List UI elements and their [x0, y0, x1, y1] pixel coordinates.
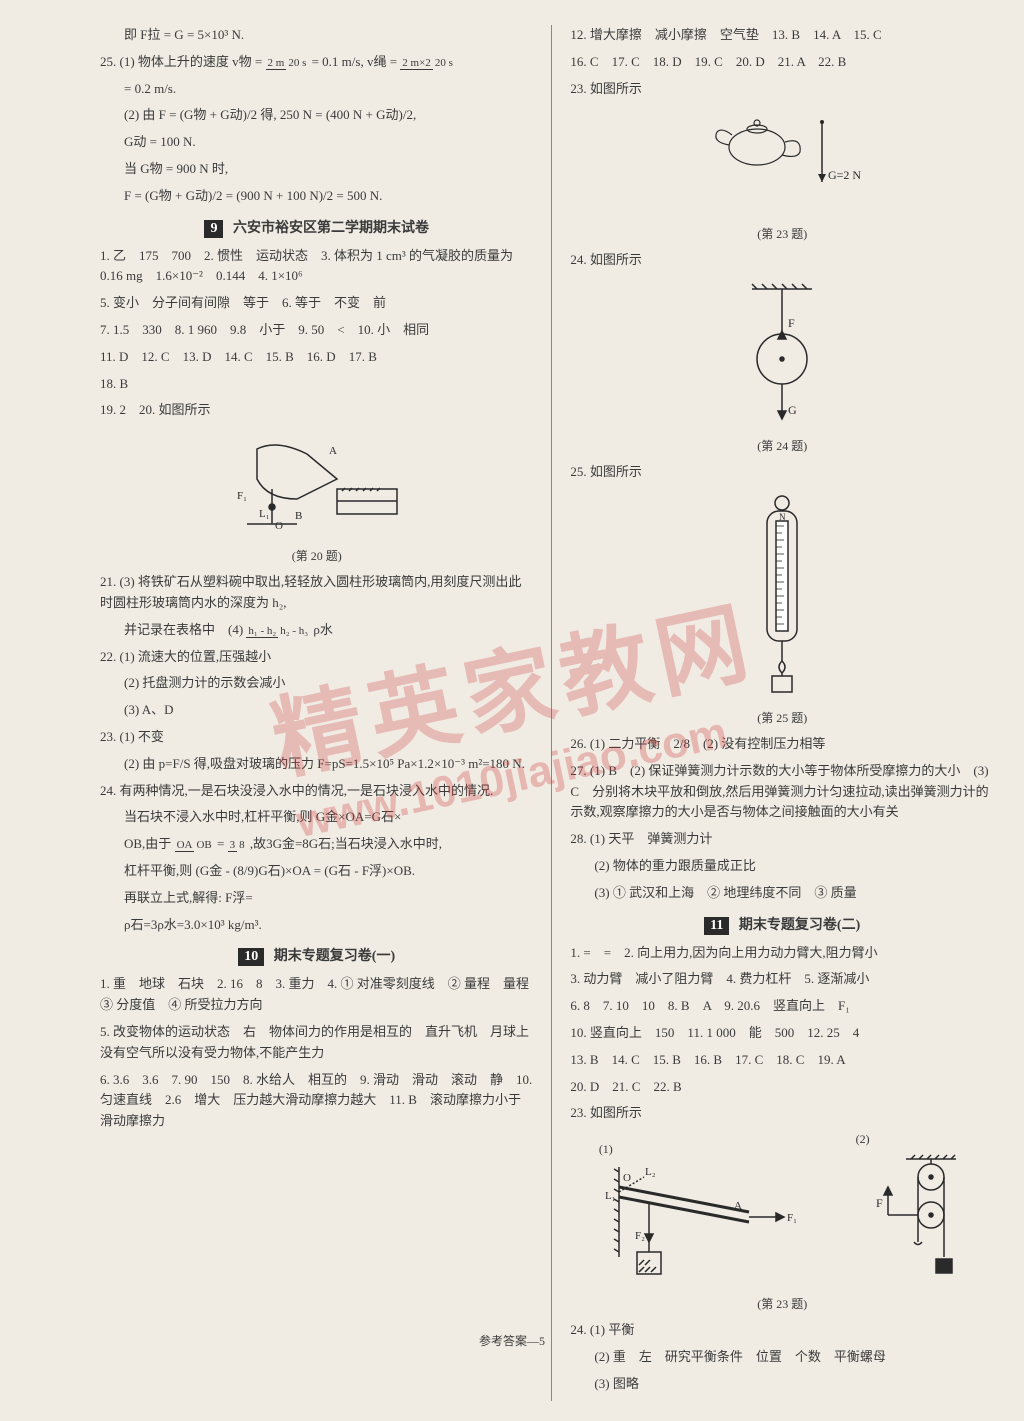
left-column: 即 F拉 = G = 5×10³ N. 25. (1) 物体上升的速度 v物 =… [100, 25, 533, 1401]
section-9-header: 9 六安市裕安区第二学期期末试卷 [100, 217, 533, 238]
fraction: 2 m20 s [266, 57, 309, 69]
text-line: 1. 重 地球 石块 2. 16 8 3. 重力 4. ① 对准零刻度线 ② 量… [100, 974, 533, 1016]
svg-text:F₁: F₁ [787, 1212, 797, 1224]
svg-text:B: B [295, 510, 302, 522]
page-footer: 参考答案—5 [0, 1332, 1024, 1349]
text-line: 23. 如图所示 [570, 79, 994, 100]
text-line: (2) 由 F = (G物 + G动)/2 得, 250 N = (400 N … [100, 105, 533, 126]
section-badge: 11 [704, 917, 729, 935]
figure-25-spring-scale: N [570, 491, 994, 705]
text-line: 并记录在表格中 (4) h₁ - h₂h₂ - h₃ ρ水 [100, 620, 533, 641]
svg-text:N: N [779, 512, 786, 522]
text-line: 3. 动力臂 减小了阻力臂 4. 费力杠杆 5. 逐渐减小 [570, 969, 994, 990]
svg-text:A: A [329, 445, 337, 457]
section-11-header: 11 期末专题复习卷(二) [570, 914, 994, 935]
text-line: (3) 图略 [570, 1374, 994, 1395]
svg-text:O: O [275, 520, 283, 532]
svg-text:L₂: L₂ [645, 1166, 656, 1178]
text-line: OB,由于 OAOB = 38 ,故3G金=8G石;当石块浸入水中时, [100, 834, 533, 855]
text-line: 杠杆平衡,则 (G金 - (8/9)G石)×OA = (G石 - F浮)×OB. [100, 861, 533, 882]
svg-text:F: F [876, 1196, 883, 1210]
q25-part1b: = 0.1 m/s, v绳 = [312, 54, 397, 69]
section-10-header: 10 期末专题复习卷(一) [100, 945, 533, 966]
text-line: 24. 如图所示 [570, 250, 994, 271]
text-line: (3) ① 武汉和上海 ② 地理纬度不同 ③ 质量 [570, 883, 994, 904]
section-title: 期末专题复习卷(一) [274, 949, 395, 964]
section-title: 六安市裕安区第二学期期末试卷 [233, 221, 429, 236]
text-line: (3) A、D [100, 700, 533, 721]
svg-text:G=2 N: G=2 N [828, 168, 861, 182]
fraction: h₁ - h₂h₂ - h₃ [246, 625, 310, 637]
text-line: (2) 物体的重力跟质量成正比 [570, 856, 994, 877]
figure-23b-1: (1) [599, 1142, 799, 1291]
text-line: 23. 如图所示 [570, 1103, 994, 1124]
text-line: 当石块不浸入水中时,杠杆平衡,则 G金×OA=G石× [100, 807, 533, 828]
text-line: F = (G物 + G动)/2 = (900 N + 100 N)/2 = 50… [100, 186, 533, 207]
text-line: 24. 有两种情况,一是石块没浸入水中的情况,一是石块浸入水中的情况. [100, 781, 533, 802]
svg-text:A: A [734, 1200, 742, 1212]
text-line: 6. 3.6 3.6 7. 90 150 8. 水给人 相互的 9. 滑动 滑动… [100, 1070, 533, 1132]
section-title: 期末专题复习卷(二) [739, 918, 860, 933]
text-line: 10. 竖直向上 150 11. 1 000 能 500 12. 25 4 [570, 1023, 994, 1044]
text-line: 21. (3) 将铁矿石从塑料碗中取出,轻轻放入圆柱形玻璃筒内,用刻度尺测出此时… [100, 572, 533, 614]
text-line: 7. 1.5 330 8. 1 960 9.8 小于 9. 50 < 10. 小… [100, 320, 533, 341]
text-line: 28. (1) 天平 弹簧测力计 [570, 829, 994, 850]
figure-25-caption: (第 25 题) [570, 709, 994, 726]
text-line: 26. (1) 二力平衡 2/8 (2) 没有控制压力相等 [570, 734, 994, 755]
text-line: 13. B 14. C 15. B 16. B 17. C 18. C 19. … [570, 1050, 994, 1071]
text-line: 18. B [100, 374, 533, 395]
figure-23a-teapot: G=2 N [570, 107, 994, 221]
text-line: 22. (1) 流速大的位置,压强越小 [100, 647, 533, 668]
text-line: (2) 由 p=F/S 得,吸盘对玻璃的压力 F=pS=1.5×10⁵ Pa×1… [100, 754, 533, 775]
text-line: 25. (1) 物体上升的速度 v物 = 2 m20 s = 0.1 m/s, … [100, 52, 533, 73]
text-line: 23. (1) 不变 [100, 727, 533, 748]
fraction: 38 [228, 839, 247, 851]
text-line: ρ石=3ρ水=3.0×10³ kg/m³. [100, 915, 533, 936]
figure-23b: (1) [570, 1132, 994, 1291]
text-line: 1. 乙 175 700 2. 惯性 运动状态 3. 体积为 1 cm³ 的气凝… [100, 246, 533, 288]
right-column: 12. 增大摩擦 减小摩擦 空气垫 13. B 14. A 15. C 16. … [570, 25, 994, 1401]
figure-23b-2: (2) [856, 1132, 966, 1291]
section-badge: 10 [238, 948, 264, 966]
text-line: 6. 8 7. 10 10 8. B A 9. 20.6 竖直向上 F₁ [570, 996, 994, 1017]
svg-text:L₁: L₁ [259, 508, 270, 520]
q25-part1a: 25. (1) 物体上升的速度 v物 = [100, 54, 262, 69]
figure-23a-caption: (第 23 题) [570, 225, 994, 242]
fraction: 2 m×220 s [400, 57, 455, 69]
text-line: = 0.2 m/s. [100, 79, 533, 100]
fraction: OAOB [175, 839, 214, 851]
figure-24: F G [570, 279, 994, 433]
text-line: 19. 2 20. 如图所示 [100, 400, 533, 421]
svg-text:L₁: L₁ [605, 1190, 616, 1202]
text-line: G动 = 100 N. [100, 132, 533, 153]
text-line: 再联立上式,解得: F浮= [100, 888, 533, 909]
figure-20: F₁ L₁ O A B [100, 429, 533, 543]
text-line: 12. 增大摩擦 减小摩擦 空气垫 13. B 14. A 15. C [570, 25, 994, 46]
figure-24-caption: (第 24 题) [570, 437, 994, 454]
svg-text:G: G [788, 403, 797, 417]
text-line: 20. D 21. C 22. B [570, 1077, 994, 1098]
text-line: 1. = = 2. 向上用力,因为向上用力动力臂大,阻力臂小 [570, 943, 994, 964]
figure-20-caption: (第 20 题) [100, 547, 533, 564]
text-line: 16. C 17. C 18. D 19. C 20. D 21. A 22. … [570, 52, 994, 73]
text-line: 当 G物 = 900 N 时, [100, 159, 533, 180]
page: 即 F拉 = G = 5×10³ N. 25. (1) 物体上升的速度 v物 =… [0, 0, 1024, 1421]
column-divider [551, 25, 552, 1401]
svg-text:F₁: F₁ [237, 490, 247, 502]
text-line: (2) 托盘测力计的示数会减小 [100, 673, 533, 694]
section-badge: 9 [204, 220, 223, 238]
svg-text:F₂: F₂ [635, 1230, 645, 1242]
text-line: 即 F拉 = G = 5×10³ N. [100, 25, 533, 46]
text-line: 25. 如图所示 [570, 462, 994, 483]
figure-23b-caption: (第 23 题) [570, 1295, 994, 1312]
text-line: 11. D 12. C 13. D 14. C 15. B 16. D 17. … [100, 347, 533, 368]
text-line: 27. (1) B (2) 保证弹簧测力计示数的大小等于物体所受摩擦力的大小 (… [570, 761, 994, 823]
text-line: 5. 改变物体的运动状态 右 物体间力的作用是相互的 直升飞机 月球上没有空气所… [100, 1022, 533, 1064]
text-line: 5. 变小 分子间有间隙 等于 6. 等于 不变 前 [100, 293, 533, 314]
svg-text:F: F [788, 316, 795, 330]
svg-text:O: O [623, 1172, 631, 1184]
